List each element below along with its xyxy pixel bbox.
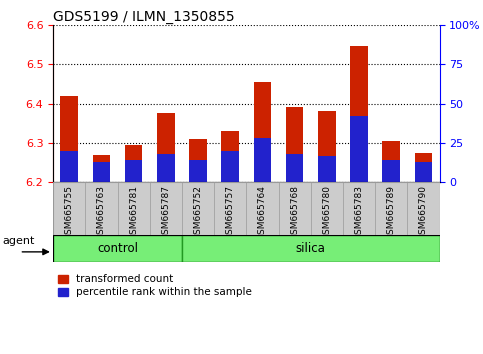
Text: GSM665790: GSM665790 bbox=[419, 185, 428, 240]
Text: GSM665787: GSM665787 bbox=[161, 185, 170, 240]
Bar bbox=[221, 131, 239, 182]
Bar bbox=[318, 112, 336, 182]
Bar bbox=[383, 160, 400, 182]
Bar bbox=[125, 145, 142, 182]
Bar bbox=[254, 82, 271, 182]
Bar bbox=[93, 162, 110, 182]
Bar bbox=[53, 235, 182, 262]
Bar bbox=[350, 116, 368, 182]
Bar bbox=[189, 160, 207, 182]
Text: GSM665752: GSM665752 bbox=[194, 185, 202, 240]
Text: silica: silica bbox=[296, 242, 326, 255]
Text: GSM665783: GSM665783 bbox=[355, 185, 364, 240]
Bar bbox=[254, 138, 271, 182]
Text: GDS5199 / ILMN_1350855: GDS5199 / ILMN_1350855 bbox=[53, 10, 235, 24]
Text: GSM665780: GSM665780 bbox=[322, 185, 331, 240]
Bar bbox=[157, 154, 175, 182]
Bar bbox=[60, 96, 78, 182]
Text: GSM665781: GSM665781 bbox=[129, 185, 138, 240]
Bar bbox=[125, 160, 142, 182]
Text: GSM665763: GSM665763 bbox=[97, 185, 106, 240]
Bar bbox=[286, 108, 303, 182]
Bar bbox=[221, 151, 239, 182]
Text: agent: agent bbox=[3, 236, 35, 246]
Bar bbox=[414, 162, 432, 182]
Text: GSM665757: GSM665757 bbox=[226, 185, 235, 240]
Bar bbox=[318, 155, 336, 182]
Bar bbox=[350, 46, 368, 182]
Text: GSM665789: GSM665789 bbox=[387, 185, 396, 240]
Bar bbox=[60, 151, 78, 182]
Bar bbox=[157, 113, 175, 182]
Text: GSM665755: GSM665755 bbox=[65, 185, 74, 240]
Bar bbox=[189, 139, 207, 182]
Text: control: control bbox=[97, 242, 138, 255]
Text: GSM665764: GSM665764 bbox=[258, 185, 267, 240]
Legend: transformed count, percentile rank within the sample: transformed count, percentile rank withi… bbox=[58, 274, 252, 297]
Bar bbox=[93, 155, 110, 182]
Bar bbox=[286, 154, 303, 182]
Bar bbox=[383, 141, 400, 182]
Bar bbox=[414, 153, 432, 182]
Text: GSM665768: GSM665768 bbox=[290, 185, 299, 240]
Bar bbox=[182, 235, 440, 262]
